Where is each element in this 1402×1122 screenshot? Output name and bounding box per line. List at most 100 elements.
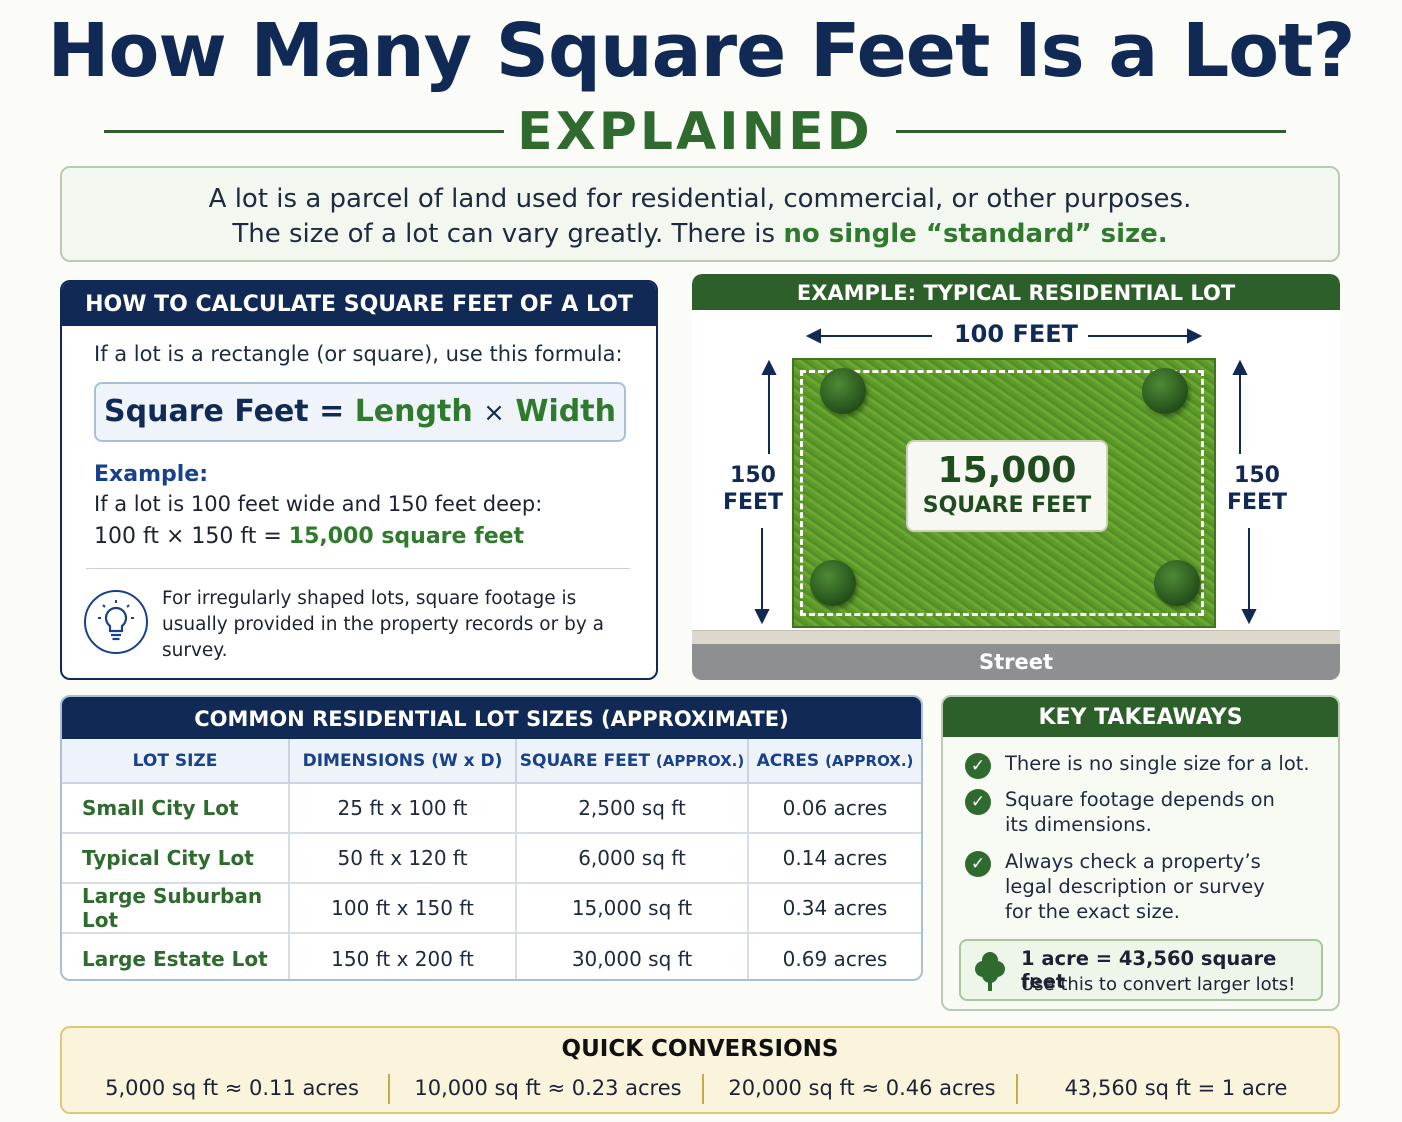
column-header-label: ACRES (756, 750, 826, 771)
column-header: SQUARE FEET (APPROX.) (516, 739, 749, 784)
lot-boundary (800, 370, 1204, 616)
column-header-qualifier: (APPROX.) (825, 751, 914, 770)
lot-name-cell: Small City Lot (62, 783, 290, 834)
example-result: 15,000 square feet (288, 524, 525, 549)
tree-icon (820, 368, 866, 414)
area-badge: 15,000 SQUARE FEET (906, 440, 1108, 532)
lot-sizes-table-panel: COMMON RESIDENTIAL LOT SIZES (APPROXIMAT… (60, 695, 923, 981)
example-label: Example: (94, 462, 208, 487)
subtitle: EXPLAINED (517, 102, 873, 162)
conversion-separator (388, 1074, 390, 1104)
example-lot-panel: EXAMPLE: TYPICAL RESIDENTIAL LOT 100 FEE… (692, 274, 1340, 680)
depth-label-right: 150 FEET (1226, 463, 1288, 515)
takeaway-text: Square footage depends on its dimensions… (1005, 788, 1275, 836)
example-lot-header: EXAMPLE: TYPICAL RESIDENTIAL LOT (692, 274, 1340, 310)
subtitle-rule-left (104, 130, 504, 133)
column-header: LOT SIZE (62, 739, 290, 784)
formula-equals: = (319, 394, 345, 429)
check-icon: ✓ (965, 789, 991, 815)
table-row: Typical City Lot 50 ft x 120 ft 6,000 sq… (62, 833, 921, 884)
street: Street (692, 644, 1340, 680)
lot-name-cell: Typical City Lot (62, 833, 290, 884)
quick-conversions-panel: QUICK CONVERSIONS 5,000 sq ft ≈ 0.11 acr… (60, 1026, 1340, 1114)
lightbulb-icon (84, 590, 148, 654)
takeaway-text: Always check a property’s legal descript… (1005, 850, 1265, 923)
lot-name-cell: Large Suburban Lot (62, 883, 290, 934)
key-takeaways-panel: KEY TAKEAWAYS ✓ There is no single size … (941, 695, 1340, 1011)
column-header-qualifier: (APPROX.) (655, 751, 745, 770)
table-header-row: LOT SIZE DIMENSIONS (W x D) SQUARE FEET … (62, 739, 921, 784)
formula-box: Square Feet = Length × Width (94, 382, 626, 442)
dimensions-cell: 25 ft x 100 ft (289, 783, 517, 834)
table-row: Large Estate Lot 150 ft x 200 ft 30,000 … (62, 933, 921, 979)
calculate-intro: If a lot is a rectangle (or square), use… (94, 342, 623, 366)
check-icon: ✓ (965, 851, 991, 877)
formula-lhs: Square Feet (104, 394, 309, 429)
example-calculation: 100 ft × 150 ft = (94, 524, 289, 549)
square-feet-cell: 15,000 sq ft (516, 883, 749, 934)
table-row: Small City Lot 25 ft x 100 ft 2,500 sq f… (62, 783, 921, 834)
acres-cell: 0.06 acres (748, 783, 921, 834)
acre-equation: 1 acre = 43,560 square feet (1021, 947, 1277, 993)
tree-icon (1154, 560, 1200, 606)
subtitle-rule-right (896, 130, 1286, 133)
dimension-arrows (754, 328, 1257, 625)
square-feet-cell: 30,000 sq ft (516, 933, 749, 979)
takeaway-text: There is no single size for a lot. (1005, 752, 1310, 775)
tree-icon (810, 560, 856, 606)
dimensions-cell: 50 ft x 120 ft (289, 833, 517, 884)
example-line-2: 100 ft × 150 ft = 15,000 square feet (94, 524, 524, 549)
formula-times: × (483, 398, 505, 428)
page-title: How Many Square Feet Is a Lot? (47, 8, 1356, 94)
takeaway-item: ✓ Square footage depends on its dimensio… (965, 787, 1285, 837)
acres-cell: 0.14 acres (748, 833, 921, 884)
conversion-separator (1016, 1074, 1018, 1104)
area-value: 15,000 (937, 450, 1077, 491)
intro-line-2-text: The size of a lot can vary greatly. Ther… (232, 219, 784, 249)
takeaway-item: ✓ Always check a property’s legal descri… (965, 849, 1275, 924)
lot-sizes-table: LOT SIZE DIMENSIONS (W x D) SQUARE FEET … (62, 739, 921, 979)
square-feet-cell: 6,000 sq ft (516, 833, 749, 884)
square-feet-cell: 2,500 sq ft (516, 783, 749, 834)
divider (86, 568, 630, 569)
conversion-item: 10,000 sq ft ≈ 0.23 acres (414, 1076, 682, 1100)
table-row: Large Suburban Lot 100 ft x 150 ft 15,00… (62, 883, 921, 934)
column-header-label: SQUARE FEET (519, 750, 656, 771)
acre-conversion-note: 1 acre = 43,560 square feet Use this to … (959, 939, 1323, 1001)
calculate-header: HOW TO CALCULATE SQUARE FEET OF A LOT (62, 282, 656, 326)
conversion-item: 43,560 sq ft = 1 acre (1064, 1076, 1288, 1100)
intro-line-1: A lot is a parcel of land used for resid… (208, 184, 1192, 214)
example-line-1: If a lot is 100 feet wide and 150 feet d… (94, 492, 543, 516)
takeaway-item: ✓ There is no single size for a lot. (965, 751, 1325, 779)
acres-cell: 0.69 acres (782, 946, 888, 971)
column-header: ACRES (APPROX.) (748, 739, 921, 784)
subtitle-block: EXPLAINED (100, 102, 1290, 162)
acre-tip: Use this to convert larger lots! (1021, 974, 1296, 995)
intro-line-2: The size of a lot can vary greatly. Ther… (62, 217, 1338, 252)
quick-conversions-header: QUICK CONVERSIONS (561, 1036, 839, 1062)
column-header: DIMENSIONS (W x D) (289, 739, 517, 784)
sidewalk (692, 630, 1340, 644)
calculate-panel: HOW TO CALCULATE SQUARE FEET OF A LOT If… (60, 280, 658, 680)
formula-length: Length (354, 394, 473, 429)
check-icon: ✓ (965, 753, 991, 779)
intro-highlight: no single “standard” size. (783, 219, 1168, 249)
irregular-lot-note: For irregularly shaped lots, square foot… (162, 588, 605, 661)
area-unit: SQUARE FEET (922, 493, 1092, 518)
dimensions-cell: 150 ft x 200 ft (289, 933, 517, 979)
tree-icon (1142, 368, 1188, 414)
width-label: 100 FEET (953, 320, 1078, 348)
street-label: Street (978, 650, 1054, 674)
column-header-label: LOT SIZE (132, 750, 218, 771)
formula-width: Width (515, 394, 616, 429)
conversion-separator (702, 1074, 704, 1104)
column-header-label: DIMENSIONS (W x D) (302, 750, 503, 771)
lot-name-cell: Large Estate Lot (62, 933, 290, 979)
tree-icon (975, 952, 1005, 991)
intro-box: A lot is a parcel of land used for resid… (60, 166, 1340, 262)
conversion-item: 5,000 sq ft ≈ 0.11 acres (105, 1076, 359, 1100)
conversion-item: 20,000 sq ft ≈ 0.46 acres (728, 1076, 996, 1100)
dimensions-cell: 100 ft x 150 ft (289, 883, 517, 934)
lot-sizes-header: COMMON RESIDENTIAL LOT SIZES (APPROXIMAT… (62, 697, 921, 739)
depth-label-left: 150 FEET (722, 463, 784, 515)
